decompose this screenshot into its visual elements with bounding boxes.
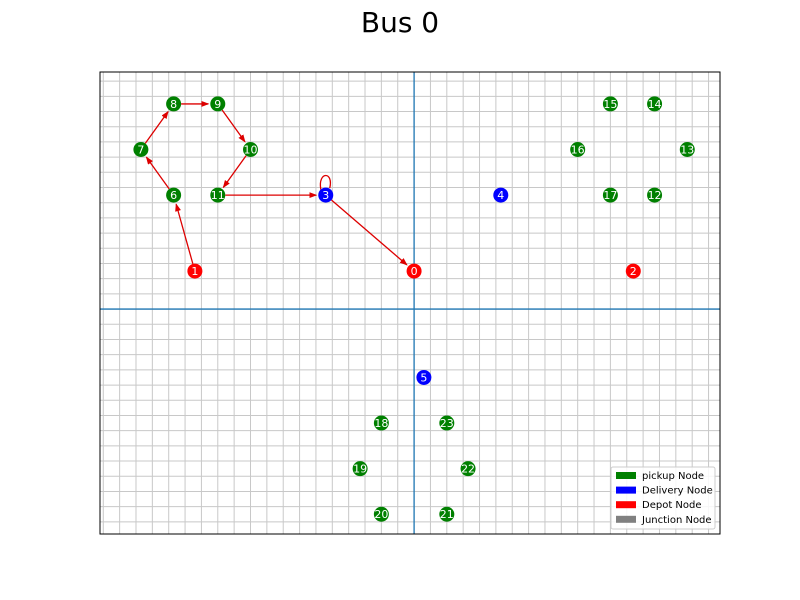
node-label: 3 [322, 189, 329, 202]
node-12: 12 [647, 187, 663, 203]
pickup-node-marker [439, 415, 455, 431]
legend-label-delivery: Delivery Node [642, 486, 713, 497]
pickup-node-marker [679, 142, 695, 158]
legend-swatch-depot [616, 501, 636, 509]
node-19: 19 [352, 461, 368, 477]
node-label: 0 [411, 265, 418, 278]
legend-swatch-delivery [616, 486, 636, 494]
node-label: 19 [353, 463, 367, 476]
pickup-node-marker [352, 461, 368, 477]
node-4: 4 [493, 187, 509, 203]
node-label: 17 [603, 189, 617, 202]
node-3: 3 [318, 187, 334, 203]
node-7: 7 [133, 142, 149, 158]
node-10: 10 [243, 142, 259, 158]
route-loop [318, 174, 332, 197]
node-label: 10 [244, 144, 258, 157]
node-22: 22 [460, 461, 476, 477]
node-label: 15 [603, 98, 617, 111]
pickup-node-marker [460, 461, 476, 477]
node-20: 20 [373, 506, 389, 522]
route-edge [145, 156, 170, 190]
pickup-node-marker [133, 142, 149, 158]
route [144, 100, 408, 266]
pickup-node-marker [602, 187, 618, 203]
delivery-node-marker [416, 369, 432, 385]
node-8: 8 [166, 96, 182, 112]
node-label: 14 [648, 98, 662, 111]
node-9: 9 [210, 96, 226, 112]
legend-label-junction: Junction Node [641, 515, 712, 526]
node-13: 13 [679, 142, 695, 158]
grid [100, 72, 720, 534]
node-14: 14 [647, 96, 663, 112]
node-0: 0 [406, 263, 422, 279]
route-edge [221, 109, 246, 143]
node-18: 18 [373, 415, 389, 431]
node-1: 1 [187, 263, 203, 279]
node-label: 1 [191, 265, 198, 278]
node-17: 17 [602, 187, 618, 203]
depot-node-marker [406, 263, 422, 279]
node-21: 21 [439, 506, 455, 522]
depot-node-marker [187, 263, 203, 279]
delivery-node-marker [318, 187, 334, 203]
pickup-node-marker [243, 142, 259, 158]
legend-swatch-pickup [616, 472, 636, 479]
pickup-node-marker [373, 415, 389, 431]
pickup-node-marker [166, 187, 182, 203]
legend-box [610, 466, 716, 530]
delivery-node-marker [493, 187, 509, 203]
node-23: 23 [439, 415, 455, 431]
node-15: 15 [602, 96, 618, 112]
node-16: 16 [570, 142, 586, 158]
node-label: 11 [211, 189, 225, 202]
route-edge [175, 203, 194, 265]
node-label: 21 [440, 508, 454, 521]
pickup-node-marker [210, 96, 226, 112]
pickup-node-marker [210, 187, 226, 203]
legend-swatch-junction [616, 515, 636, 523]
node-label: 8 [170, 98, 177, 111]
pickup-node-marker [166, 96, 182, 112]
node-11: 11 [210, 187, 226, 203]
node-5: 5 [416, 369, 432, 385]
node-label: 12 [648, 189, 662, 202]
depot-node-marker [625, 263, 641, 279]
route-edge [331, 199, 408, 266]
node-label: 13 [680, 144, 694, 157]
node-label: 2 [630, 265, 637, 278]
node-label: 9 [214, 98, 221, 111]
node-label: 22 [461, 463, 475, 476]
pickup-node-marker [570, 142, 586, 158]
legend: pickup Node Delivery Node Depot Node Juncti… [610, 466, 716, 530]
pickup-node-marker [602, 96, 618, 112]
pickup-node-marker [647, 96, 663, 112]
legend-label-depot: Depot Node [642, 500, 702, 511]
plot-frame [99, 71, 721, 535]
chart-title: Bus 0 [360, 6, 440, 39]
node-label: 20 [374, 508, 388, 521]
node-label: 23 [440, 417, 454, 430]
node-label: 7 [137, 144, 144, 157]
node-2: 2 [625, 263, 641, 279]
pickup-node-marker [647, 187, 663, 203]
route-edge [144, 110, 169, 144]
axis-lines [100, 72, 720, 534]
node-label: 4 [497, 189, 504, 202]
route-edge [222, 155, 247, 189]
node-label: 5 [420, 371, 427, 384]
node-label: 18 [374, 417, 388, 430]
node-label: 6 [170, 189, 177, 202]
pickup-node-marker [373, 506, 389, 522]
legend-label-pickup: pickup Node [642, 471, 704, 482]
node-6: 6 [166, 187, 182, 203]
node-label: 16 [571, 144, 585, 157]
pickup-node-marker [439, 506, 455, 522]
